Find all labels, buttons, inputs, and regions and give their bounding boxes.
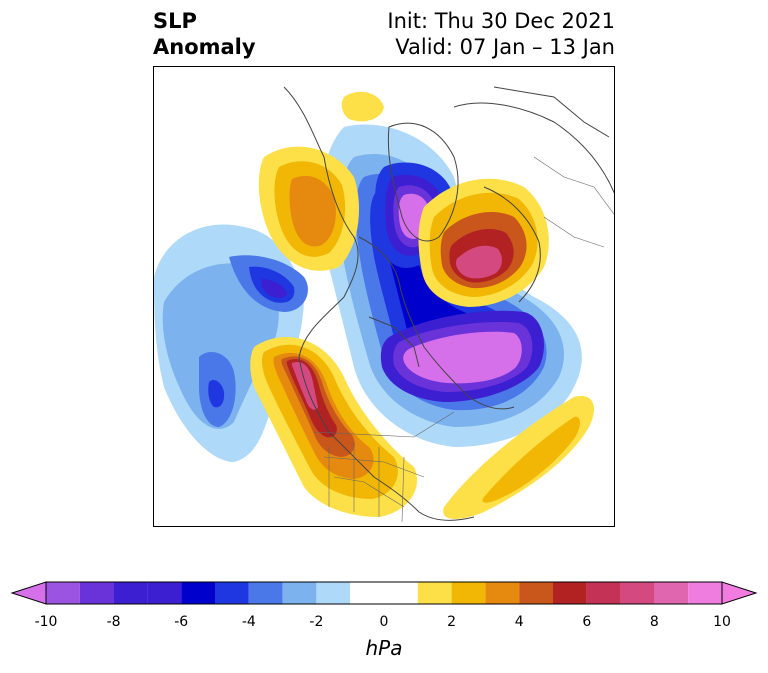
colorbar-bin bbox=[79, 582, 114, 604]
colorbar-tick-label: 0 bbox=[379, 614, 389, 630]
colorbar-tick-label: 4 bbox=[514, 614, 524, 630]
colorbar-bin bbox=[519, 582, 553, 604]
colorbar-bin bbox=[417, 582, 452, 604]
colorbar-bin bbox=[384, 582, 418, 604]
colorbar-bin bbox=[553, 582, 587, 604]
colorbar-bin bbox=[248, 582, 283, 604]
colorbar-bin bbox=[654, 582, 689, 604]
colorbar-bin bbox=[586, 582, 621, 604]
colorbar-tick-label: 2 bbox=[447, 614, 457, 630]
negative-anomaly-greenland bbox=[374, 162, 455, 268]
map-title: SLP Anomaly bbox=[153, 8, 256, 60]
valid-label: Valid: 07 Jan – 13 Jan bbox=[395, 35, 615, 59]
negative-anomaly-east bbox=[380, 310, 544, 402]
positive-anomaly-siberia bbox=[418, 178, 549, 307]
anomaly-map bbox=[153, 66, 615, 527]
colorbar-over-arrow bbox=[721, 581, 758, 605]
colorbar-tick-label: 8 bbox=[649, 614, 659, 630]
colorbar-bin bbox=[147, 582, 182, 604]
units-label: hPa bbox=[365, 636, 403, 660]
kind-label: Anomaly bbox=[153, 35, 256, 59]
colorbar-tick-label: 6 bbox=[582, 614, 592, 630]
variable-label: SLP bbox=[153, 9, 197, 33]
colorbar-tick-label: -8 bbox=[106, 614, 121, 630]
coastlines bbox=[283, 86, 614, 521]
colorbar-outline bbox=[45, 581, 723, 605]
colorbar-bin bbox=[181, 582, 215, 604]
colorbar-bin bbox=[113, 582, 148, 604]
colorbar-bin bbox=[350, 582, 384, 604]
colorbar-tick-label: -6 bbox=[174, 614, 189, 630]
colorbar-bin bbox=[485, 582, 520, 604]
positive-anomaly-north bbox=[258, 91, 384, 271]
colorbar bbox=[10, 581, 758, 605]
colorbar-bin bbox=[46, 582, 80, 604]
colorbar-bin bbox=[316, 582, 351, 604]
colorbar-bin bbox=[215, 582, 249, 604]
colorbar-tick-label: -10 bbox=[34, 614, 58, 630]
colorbar-tick-label: -4 bbox=[241, 614, 256, 630]
date-info: Init: Thu 30 Dec 2021 Valid: 07 Jan – 13… bbox=[387, 8, 615, 60]
positive-anomaly-atlantic bbox=[443, 396, 594, 519]
colorbar-tick-label: -2 bbox=[309, 614, 324, 630]
colorbar-under-arrow bbox=[10, 581, 47, 605]
colorbar-bin bbox=[451, 582, 486, 604]
colorbar-bin bbox=[688, 582, 722, 604]
colorbar-bin bbox=[620, 582, 655, 604]
colorbar-bin bbox=[282, 582, 317, 604]
colorbar-tick-label: 10 bbox=[713, 614, 731, 630]
country-borders bbox=[313, 156, 614, 523]
init-label: Init: Thu 30 Dec 2021 bbox=[387, 9, 615, 33]
